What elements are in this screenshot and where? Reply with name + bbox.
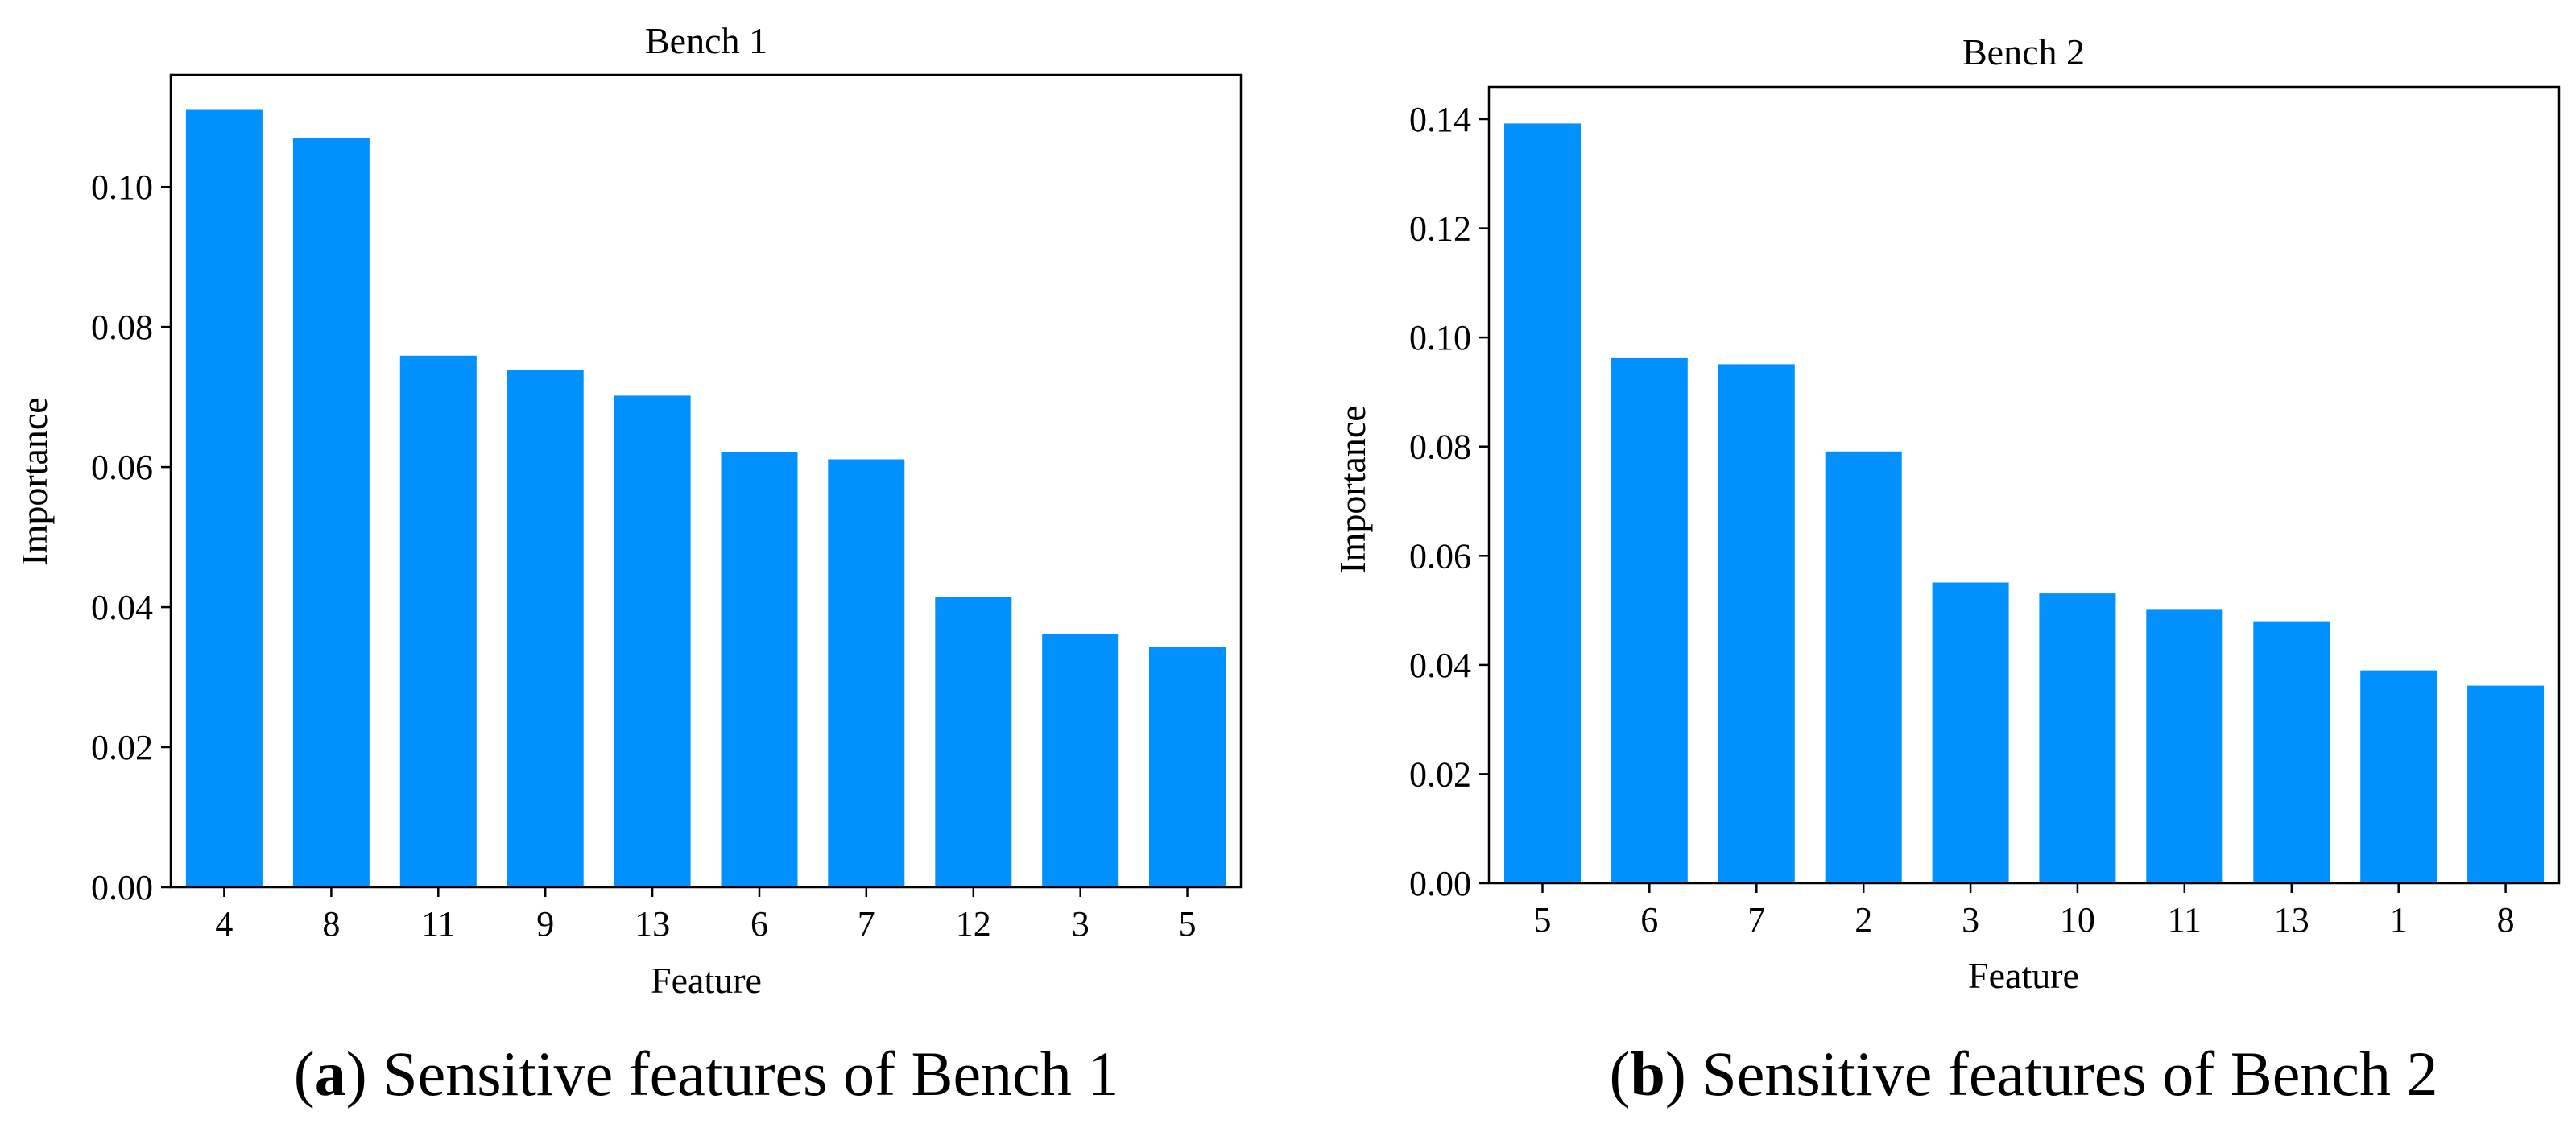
x-tick-label: 4 <box>215 904 233 944</box>
x-tick-label: 6 <box>750 904 768 944</box>
caption-letter: a <box>315 1039 346 1109</box>
bar-feature-11 <box>2146 609 2223 883</box>
bar-feature-5 <box>1149 647 1226 887</box>
x-tick-label: 7 <box>1747 900 1765 940</box>
y-tick-label: 0.06 <box>91 448 153 487</box>
y-tick-label: 0.02 <box>91 728 153 767</box>
bar-feature-12 <box>935 597 1012 887</box>
x-tick-label: 11 <box>421 904 455 944</box>
x-tick-label: 2 <box>1854 900 1872 940</box>
x-tick-label: 13 <box>635 904 670 944</box>
bar-feature-7 <box>828 459 905 887</box>
x-tick-label: 13 <box>2274 900 2309 940</box>
caption-text: Sensitive features of Bench 1 <box>382 1039 1118 1109</box>
bar-feature-2 <box>1825 451 1902 883</box>
y-tick-label: 0.04 <box>1409 646 1471 685</box>
x-tick-label: 3 <box>1962 900 1979 940</box>
bar-feature-7 <box>1718 364 1795 883</box>
x-tick-label: 10 <box>2060 900 2095 940</box>
y-tick-label: 0.00 <box>1409 864 1471 903</box>
bar-feature-6 <box>721 452 798 887</box>
bar-feature-13 <box>614 395 691 887</box>
x-tick-label: 5 <box>1179 904 1197 944</box>
y-tick-label: 0.00 <box>91 868 153 907</box>
y-axis-label: Importance <box>1332 405 1373 573</box>
caption-text: Sensitive features of Bench 2 <box>1701 1039 2437 1109</box>
y-tick-label: 0.08 <box>91 308 153 347</box>
chart-title: Bench 2 <box>1962 31 2085 72</box>
chart-bench-2: Bench 2 Importance Feature 0.000.020.040… <box>1332 31 2561 1109</box>
y-tick-label: 0.10 <box>1409 318 1471 357</box>
caption-a: (a) Sensitive features of Bench 1 <box>294 1039 1119 1109</box>
caption-letter: b <box>1631 1039 1665 1109</box>
x-tick-label: 3 <box>1072 904 1090 944</box>
bar-feature-3 <box>1932 582 2009 883</box>
plot-frame <box>1487 85 2561 885</box>
x-tick-label: 8 <box>322 904 340 944</box>
x-axis-label: Feature <box>651 960 762 1001</box>
y-tick-label: 0.08 <box>1409 428 1471 467</box>
x-tick-label: 9 <box>536 904 554 944</box>
bar-feature-3 <box>1042 634 1119 887</box>
x-tick-label: 8 <box>2497 900 2515 940</box>
y-tick-label: 0.04 <box>91 588 153 627</box>
y-tick-label: 0.12 <box>1409 209 1471 249</box>
bar-feature-4 <box>185 109 263 887</box>
x-tick-label: 7 <box>858 904 875 944</box>
plot-area: 0.00 0.02 0.04 0.06 0.08 0.10 4 8 11 9 13 6 7 12 3 5 <box>91 73 1243 944</box>
x-tick-label: 11 <box>2168 900 2202 940</box>
x-tick-label: 12 <box>956 904 991 944</box>
bar-feature-9 <box>507 370 584 887</box>
x-tick-label: 6 <box>1640 900 1658 940</box>
bar-feature-11 <box>399 355 477 887</box>
bar-feature-8 <box>2467 685 2545 883</box>
x-tick-label: 5 <box>1534 900 1552 940</box>
y-axis-label: Importance <box>14 397 55 565</box>
chart-title: Bench 1 <box>645 20 767 61</box>
chart-bench-1: Bench 1 Importance Feature 0.000.020.040… <box>14 20 1243 1109</box>
x-tick-label: 1 <box>2390 900 2408 940</box>
plot-area: 0.00 0.02 0.04 0.06 0.08 0.10 0.12 0.14 5 6 7 2 3 10 1… <box>1409 85 2561 940</box>
y-tick-label: 0.02 <box>1409 754 1471 794</box>
bar-feature-13 <box>2253 621 2330 883</box>
bar-feature-1 <box>2360 670 2437 883</box>
bar-feature-5 <box>1504 123 1581 883</box>
x-axis-label: Feature <box>1968 955 2079 996</box>
y-tick-label: 0.06 <box>1409 536 1471 576</box>
bar-feature-8 <box>292 138 370 888</box>
caption-b: (b) Sensitive features of Bench 2 <box>1610 1039 2438 1109</box>
bar-feature-10 <box>2039 593 2116 883</box>
y-tick-label: 0.10 <box>91 167 153 207</box>
plot-frame <box>169 73 1243 889</box>
y-tick-label: 0.14 <box>1409 100 1471 139</box>
bar-feature-6 <box>1611 357 1688 883</box>
